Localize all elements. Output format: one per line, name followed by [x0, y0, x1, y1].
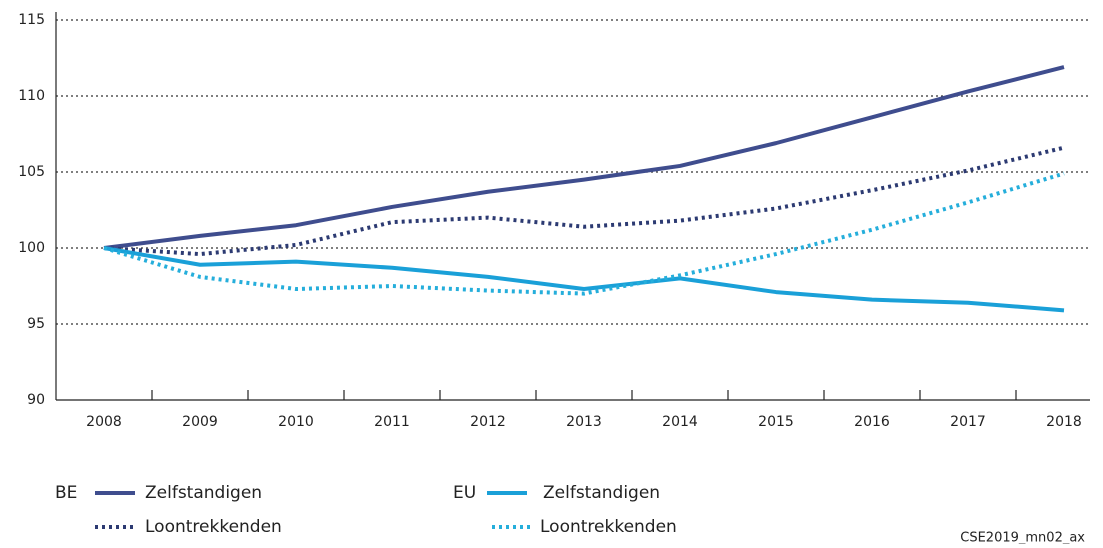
x-tick-label: 2014 — [662, 414, 698, 430]
x-tick-label: 2013 — [566, 414, 602, 430]
y-tick-label: 90 — [27, 392, 45, 408]
legend-label: Zelfstandigen — [543, 483, 660, 503]
x-tick-label: 2015 — [758, 414, 794, 430]
legend-group: BE — [55, 483, 77, 503]
series-line — [103, 65, 1065, 250]
series-line — [103, 145, 1065, 257]
note: CSE2019_mn02_ax — [960, 531, 1085, 545]
legend-label: Zelfstandigen — [145, 483, 262, 503]
x-tick-label: 2010 — [278, 414, 314, 430]
y-tick-label: 105 — [18, 164, 45, 180]
x-tick-label: 2016 — [854, 414, 890, 430]
y-tick-label: 100 — [18, 240, 45, 256]
x-tick-label: 2017 — [950, 414, 986, 430]
legend-group: EU — [453, 483, 476, 503]
x-tick-label: 2018 — [1046, 414, 1082, 430]
x-tick-label: 2009 — [182, 414, 218, 430]
series-line — [103, 171, 1065, 296]
legend-label: Loontrekkenden — [145, 517, 282, 537]
x-tick-label: 2008 — [86, 414, 122, 430]
y-tick-label: 110 — [18, 88, 45, 104]
x-tick-label: 2011 — [374, 414, 410, 430]
y-tick-label: 115 — [18, 12, 45, 28]
x-tick-label: 2012 — [470, 414, 506, 430]
y-tick-label: 95 — [27, 316, 45, 332]
legend-label: Loontrekkenden — [540, 517, 677, 537]
series-line — [103, 246, 1065, 313]
